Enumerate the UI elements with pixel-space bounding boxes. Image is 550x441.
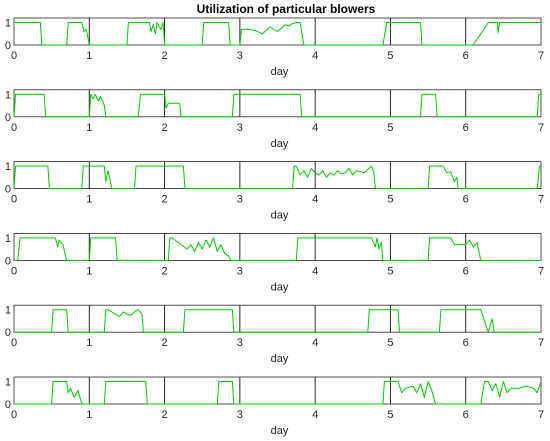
subplot-3: 0 1 2 3 4 5 6 7 0 1 day [5,161,544,222]
x-tick-label: 3 [237,122,243,134]
plot-area [13,232,542,261]
plot-area [13,376,542,405]
x-tick-label: 5 [387,50,393,62]
x-tick-label: 4 [312,337,318,349]
x-axis-label: day [271,281,289,293]
subplot-2: 0 1 2 3 4 5 6 7 0 1 day [5,89,544,150]
x-tick-label: 3 [237,50,243,62]
y-tick-label: 0 [5,399,11,411]
x-axis-label: day [271,66,289,78]
x-tick-label: 2 [162,122,168,134]
utilization-line [14,22,541,46]
x-tick-label: 2 [162,337,168,349]
x-tick-label: 2 [162,265,168,277]
x-tick-label: 4 [312,265,318,277]
x-tick-label: 1 [86,194,92,206]
x-tick-label: 7 [538,122,544,134]
x-tick-label: 6 [463,50,469,62]
x-axis-label: day [271,210,289,222]
x-tick-label: 4 [312,122,318,134]
x-tick-label: 7 [538,194,544,206]
x-tick-label: 1 [86,50,92,62]
x-tick-label: 0 [11,50,17,62]
x-tick-label: 5 [387,337,393,349]
y-tick-label: 1 [5,18,11,30]
y-tick-label: 1 [5,89,11,101]
x-tick-label: 1 [86,337,92,349]
x-tick-label: 0 [11,194,17,206]
x-tick-label: 4 [312,50,318,62]
x-axis-label: day [271,425,289,437]
chart-title: Utilization of particular blowers [197,2,376,16]
subplot-4: 0 1 2 3 4 5 6 7 0 1 day [5,233,544,294]
x-tick-label: 5 [387,122,393,134]
x-axis-label: day [271,353,289,365]
x-tick-label: 7 [538,265,544,277]
y-tick-label: 0 [5,112,11,124]
y-tick-label: 0 [5,327,11,339]
subplot-6: 0 1 2 3 4 5 6 7 0 1 day [5,377,544,438]
y-tick-label: 1 [5,233,11,245]
subplot-1: 0 1 2 3 4 5 6 7 0 1 day [5,18,544,79]
utilization-line [13,93,541,118]
x-axis-label: day [271,138,289,150]
x-tick-label: 6 [463,337,469,349]
utilization-line [14,237,541,261]
x-tick-label: 5 [387,409,393,421]
x-tick-label: 0 [11,409,17,421]
utilization-line [14,381,542,405]
x-tick-label: 3 [237,265,243,277]
x-tick-label: 7 [538,409,544,421]
x-tick-label: 4 [312,194,318,206]
y-tick-label: 1 [5,377,11,389]
x-tick-label: 1 [86,122,92,134]
x-tick-label: 3 [237,337,243,349]
x-tick-label: 0 [11,265,17,277]
x-tick-label: 1 [86,265,92,277]
x-tick-label: 6 [463,194,469,206]
x-tick-label: 7 [538,50,544,62]
x-tick-label: 0 [11,122,17,134]
x-tick-label: 5 [387,194,393,206]
y-tick-label: 1 [5,305,11,317]
y-tick-label: 0 [5,255,11,267]
x-tick-label: 0 [11,337,17,349]
x-tick-label: 5 [387,265,393,277]
y-tick-label: 0 [5,184,11,196]
x-tick-label: 2 [162,50,168,62]
x-tick-label: 3 [237,409,243,421]
utilization-line [14,309,541,333]
x-tick-label: 4 [312,409,318,421]
x-tick-label: 6 [463,409,469,421]
x-tick-label: 6 [463,265,469,277]
x-tick-label: 2 [162,194,168,206]
utilization-line [13,165,541,190]
x-tick-label: 1 [86,409,92,421]
x-tick-label: 2 [162,409,168,421]
x-tick-label: 7 [538,337,544,349]
y-tick-label: 1 [5,161,11,173]
subplot-5: 0 1 2 3 4 5 6 7 0 1 day [5,305,544,366]
x-tick-label: 6 [463,122,469,134]
x-tick-label: 3 [237,194,243,206]
y-tick-label: 0 [5,40,11,52]
